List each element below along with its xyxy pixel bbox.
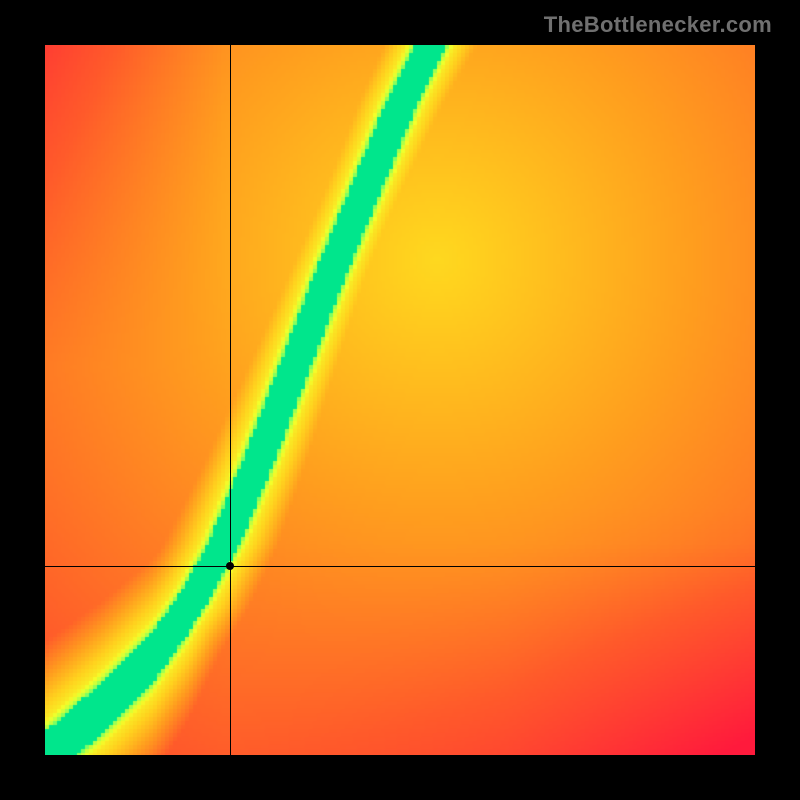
heatmap-plot-area: [45, 45, 755, 755]
heatmap-canvas: [45, 45, 755, 755]
watermark-text: TheBottlenecker.com: [544, 12, 772, 38]
chart-container: TheBottlenecker.com: [0, 0, 800, 800]
crosshair-horizontal: [45, 566, 755, 567]
crosshair-vertical: [230, 45, 231, 755]
crosshair-marker: [226, 562, 234, 570]
